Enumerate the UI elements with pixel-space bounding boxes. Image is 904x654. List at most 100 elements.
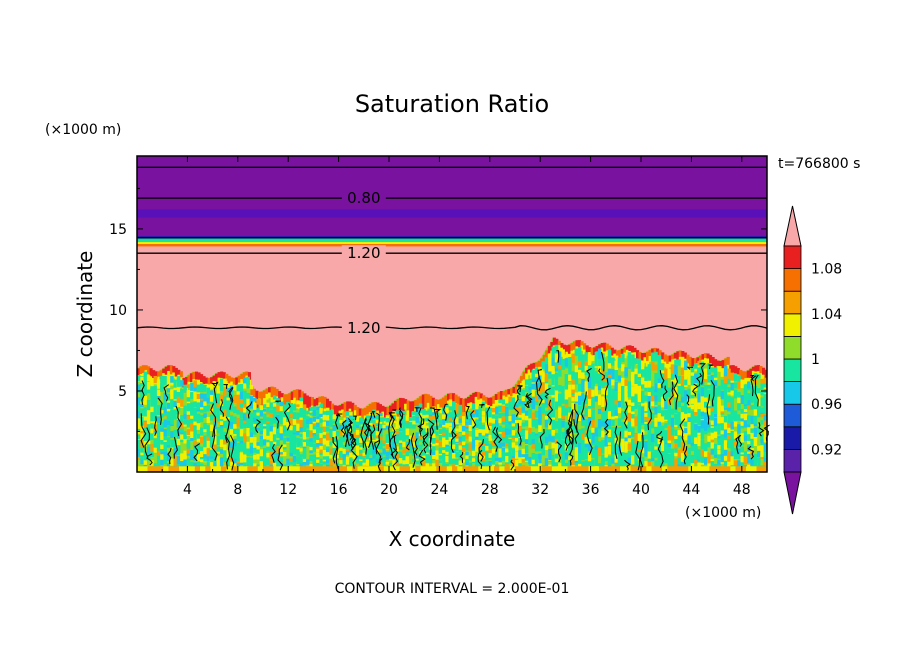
turbulent-cell	[335, 422, 340, 426]
turbulent-cell	[650, 440, 655, 451]
turbulent-cell	[710, 439, 715, 449]
turbulent-cell	[763, 430, 767, 438]
boundary-cap-cell	[424, 393, 428, 408]
turbulent-cell	[727, 420, 731, 428]
turbulent-cell	[229, 460, 234, 467]
turbulent-cell	[359, 417, 363, 422]
contour-line	[390, 436, 397, 459]
boundary-cap-cell	[696, 363, 700, 369]
turbulent-cell	[587, 405, 592, 417]
boundary-cap-cell	[217, 377, 221, 384]
turbulent-cell	[528, 425, 532, 434]
turbulent-cell	[538, 422, 542, 432]
turbulent-cell	[617, 359, 622, 368]
turbulent-cell	[213, 436, 217, 445]
turbulent-cell	[587, 354, 592, 364]
turbulent-cell	[581, 439, 585, 451]
turbulent-cell	[534, 391, 539, 401]
turbulent-cell	[505, 396, 509, 404]
turbulent-cell	[657, 379, 662, 388]
turbulent-cell	[186, 403, 191, 412]
surface-strip-cell	[152, 466, 159, 472]
boundary-cap-cell	[378, 419, 382, 426]
turbulent-cell	[670, 394, 675, 400]
turbulent-cell	[455, 403, 459, 409]
contour-line	[368, 426, 373, 448]
turbulent-cell	[183, 412, 187, 419]
boundary-cap-cell	[391, 403, 395, 414]
turbulent-cell	[359, 444, 363, 448]
surface-strip-cell	[336, 466, 343, 472]
turbulent-cell	[150, 426, 154, 434]
turbulent-cell	[541, 375, 545, 383]
turbulent-cell	[289, 440, 293, 448]
turbulent-cell	[528, 456, 532, 464]
surface-strip-cell	[583, 466, 590, 472]
turbulent-cell	[349, 451, 353, 458]
turbulent-cell	[750, 421, 754, 429]
turbulent-cell	[551, 442, 555, 449]
turbulent-cell	[176, 450, 181, 455]
boundary-cap-cell	[149, 368, 153, 377]
contour-line	[245, 401, 253, 419]
turbulent-cell	[362, 442, 366, 447]
turbulent-cell	[544, 436, 549, 443]
turbulent-cell	[379, 432, 383, 437]
turbulent-cell	[289, 461, 293, 465]
turbulent-cell	[176, 456, 181, 465]
contour-line	[224, 435, 231, 470]
boundary-cap-cell	[633, 352, 637, 358]
turbulent-cell	[597, 372, 602, 384]
boundary-cap-cell	[557, 340, 561, 345]
turbulent-cell	[432, 420, 436, 425]
turbulent-cell	[362, 461, 366, 466]
turbulent-cell	[452, 458, 456, 465]
turbulent-cell	[531, 453, 536, 460]
turbulent-cell	[488, 407, 492, 412]
turbulent-cell	[664, 433, 668, 443]
turbulent-cell	[495, 415, 499, 420]
turbulent-cell	[587, 388, 592, 399]
y-tick-label: 5	[118, 384, 127, 400]
turbulent-cell	[379, 436, 383, 441]
contour-line	[459, 451, 464, 463]
turbulent-cell	[190, 450, 194, 457]
turbulent-cell	[219, 420, 224, 425]
contour-line	[686, 366, 693, 370]
contour-line	[335, 436, 339, 470]
transition-band	[137, 238, 767, 241]
turbulent-cell	[578, 442, 582, 449]
turbulent-cell	[757, 445, 761, 451]
turbulent-cell	[587, 444, 592, 452]
surface-strip-cell	[142, 466, 149, 472]
turbulent-cell	[723, 390, 728, 401]
turbulent-cell	[146, 448, 151, 454]
surface-strip-cell	[189, 466, 196, 472]
turbulent-cell	[256, 419, 260, 427]
turbulent-cell	[753, 437, 758, 446]
turbulent-cell	[402, 441, 406, 448]
turbulent-cell	[491, 448, 496, 454]
turbulent-cell	[193, 383, 197, 392]
turbulent-cell	[760, 407, 764, 413]
turbulent-cell	[408, 440, 413, 447]
boundary-cap-cell	[321, 414, 325, 421]
turbulent-cell	[206, 461, 211, 469]
turbulent-cell	[302, 404, 307, 410]
turbulent-cell	[631, 375, 635, 386]
turbulent-cell	[700, 361, 705, 369]
turbulent-cell	[704, 447, 708, 457]
turbulent-cell	[737, 460, 741, 470]
contour-line	[479, 404, 485, 406]
turbulent-cell	[760, 447, 764, 458]
turbulent-cell	[402, 425, 406, 431]
turbulent-cell	[372, 454, 376, 459]
turbulent-cell	[236, 408, 240, 413]
turbulent-cell	[156, 435, 161, 442]
turbulent-cell	[243, 392, 247, 401]
turbulent-cell	[448, 453, 453, 458]
turbulent-cell	[554, 344, 559, 354]
turbulent-cell	[528, 379, 532, 387]
boundary-cap-cell	[240, 373, 244, 380]
turbulent-cell	[644, 441, 648, 451]
